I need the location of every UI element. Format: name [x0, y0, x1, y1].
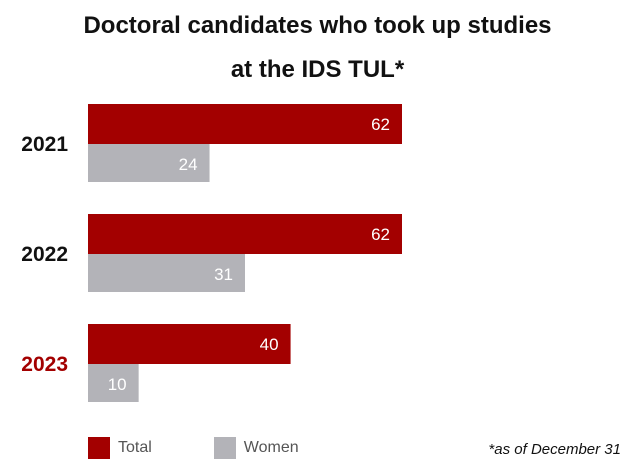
category-label-2022: 2022 [21, 243, 68, 266]
legend-swatch-women [213, 437, 236, 459]
bar-total-2023 [88, 324, 291, 364]
bar-women-2021 [88, 144, 210, 182]
data-label-women-2021: 24 [179, 155, 198, 174]
legend-item-total: Total [88, 437, 152, 459]
chart-legend: Total Women [88, 437, 361, 459]
bar-women-2023 [88, 364, 139, 402]
bar-total-2022 [88, 214, 402, 254]
data-label-total-2023: 40 [260, 335, 279, 354]
chart-title-line-1: Doctoral candidates who took up studies [83, 12, 552, 39]
data-label-total-2022: 62 [371, 225, 390, 244]
legend-label-total: Total [118, 439, 152, 456]
footnote: *as of December 31 [488, 441, 621, 458]
legend-label-women: Women [243, 439, 299, 456]
data-label-women-2022: 31 [214, 265, 233, 284]
category-label-2021: 2021 [21, 133, 68, 156]
bar-women-2022 [88, 254, 245, 292]
legend-swatch-total [88, 437, 110, 459]
chart-title-line-2: at the IDS TUL* [230, 56, 405, 83]
category-label-2023: 2023 [21, 353, 68, 376]
chart-title: Doctoral candidates who took up studies … [0, 4, 635, 92]
legend-item-women: Women [213, 437, 299, 459]
bar-total-2021 [88, 104, 402, 144]
data-label-women-2023: 10 [108, 375, 127, 394]
data-label-total-2021: 62 [371, 115, 390, 134]
